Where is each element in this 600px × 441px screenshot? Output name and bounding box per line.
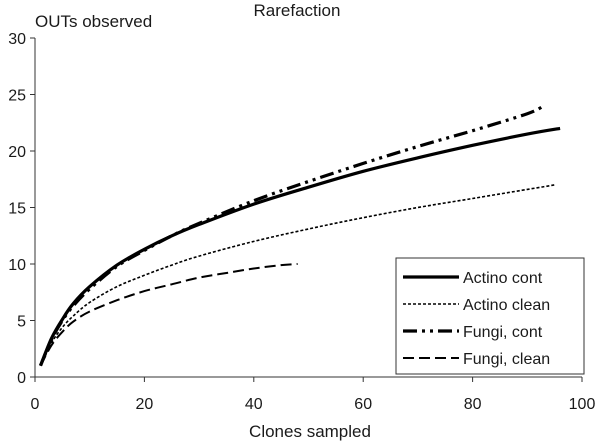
legend-label: Fungi, cont: [463, 324, 543, 341]
y-tick-label: 10: [8, 257, 26, 274]
y-tick-label: 15: [8, 201, 26, 218]
x-tick-label: 40: [245, 396, 263, 413]
y-tick-label: 25: [8, 88, 26, 105]
axis-ticks: 0 5 10 15 20 25 30 0 20 40 60 80 100: [8, 31, 595, 413]
series-layer: [39, 104, 561, 367]
y-tick-label: 30: [8, 31, 26, 48]
legend: Actino cont Actino clean Fungi, cont Fungi,…: [395, 257, 585, 375]
legend-label: Actino cont: [463, 270, 543, 287]
x-tick-label: 80: [464, 396, 482, 413]
x-tick-label: 20: [136, 396, 154, 413]
chart-title: Rarefaction: [254, 1, 341, 20]
series-line: [39, 263, 298, 367]
legend-label: Fungi, clean: [463, 351, 550, 368]
series-line: [39, 184, 555, 367]
x-axis-title: Clones sampled: [249, 422, 371, 441]
legend-label: Actino clean: [463, 297, 550, 314]
legend-box: [395, 257, 585, 375]
y-tick-label: 20: [8, 144, 26, 161]
series-line: [39, 104, 545, 367]
x-tick-label: 100: [569, 396, 596, 413]
x-tick-label: 0: [31, 396, 40, 413]
y-tick-label: 5: [17, 314, 26, 331]
y-tick-label: 0: [17, 370, 26, 387]
y-axis-title: OUTs observed: [35, 12, 152, 31]
x-tick-label: 60: [354, 396, 372, 413]
